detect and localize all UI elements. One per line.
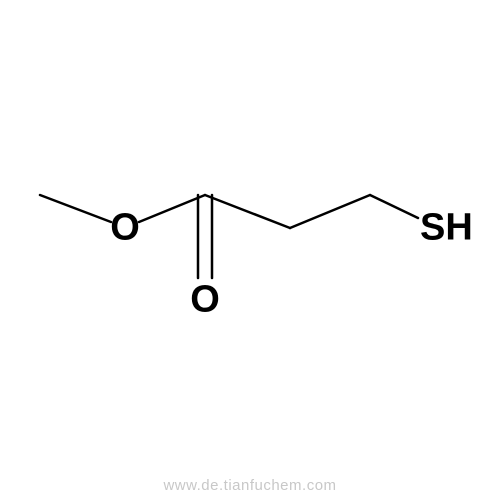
atom-label-o_double: O	[190, 279, 220, 322]
watermark-text: www.de.tianfuchem.com	[163, 477, 336, 494]
bond-layer	[40, 195, 418, 278]
atom-label-sh: SH	[420, 207, 473, 250]
molecule-canvas	[0, 0, 500, 500]
atom-label-o_ether: O	[110, 207, 140, 250]
